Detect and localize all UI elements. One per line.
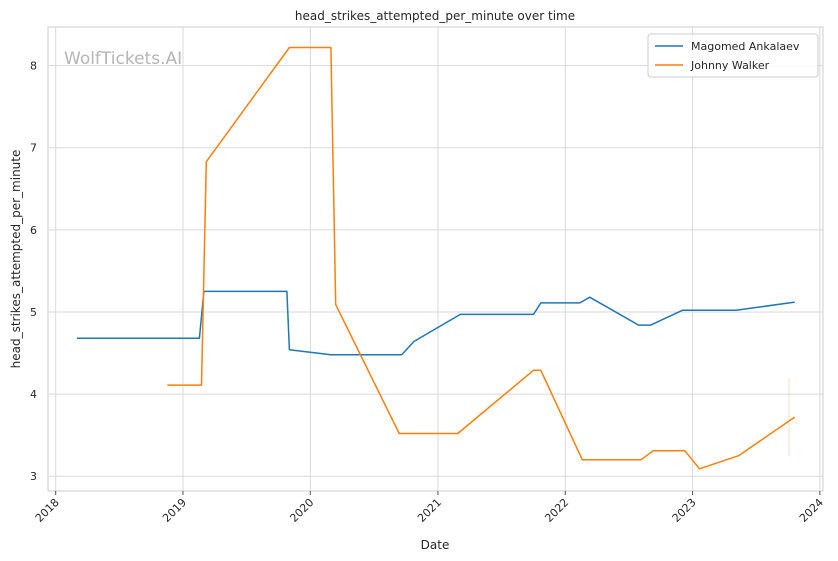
x-tick-label: 2024 bbox=[797, 496, 826, 525]
x-axis-label: Date bbox=[421, 538, 450, 552]
x-tick-label: 2019 bbox=[160, 496, 189, 525]
chart-title: head_strikes_attempted_per_minute over t… bbox=[295, 9, 575, 23]
x-tick-label: 2022 bbox=[542, 496, 571, 525]
x-axis-ticks: 2018 2019 2020 2021 2022 2023 2024 bbox=[33, 491, 826, 525]
x-tick-label: 2021 bbox=[415, 496, 444, 525]
y-tick-label: 3 bbox=[30, 470, 37, 483]
series-line-1 bbox=[167, 46, 796, 470]
plot-area bbox=[47, 26, 824, 492]
y-tick-label: 8 bbox=[30, 60, 37, 73]
y-tick-label: 6 bbox=[30, 224, 37, 237]
series-line-0 bbox=[76, 290, 795, 356]
x-tick-label: 2023 bbox=[670, 496, 699, 525]
legend: Magomed Ankalaev Johnny Walker bbox=[647, 33, 819, 78]
y-tick-label: 4 bbox=[30, 388, 37, 401]
x-tick-label: 2020 bbox=[287, 496, 316, 525]
watermark: WolfTickets.AI bbox=[64, 49, 182, 69]
y-tick-label: 7 bbox=[30, 142, 37, 155]
y-axis-label: head_strikes_attempted_per_minute bbox=[9, 150, 23, 369]
series-layer bbox=[76, 46, 796, 470]
legend-box bbox=[647, 33, 819, 78]
legend-label-johnny: Johnny Walker bbox=[690, 59, 770, 72]
legend-label-magomed: Magomed Ankalaev bbox=[691, 40, 800, 53]
x-tick-label: 2018 bbox=[33, 496, 62, 525]
y-tick-label: 5 bbox=[30, 306, 37, 319]
y-axis-ticks: 3 4 5 6 7 8 bbox=[30, 60, 37, 484]
